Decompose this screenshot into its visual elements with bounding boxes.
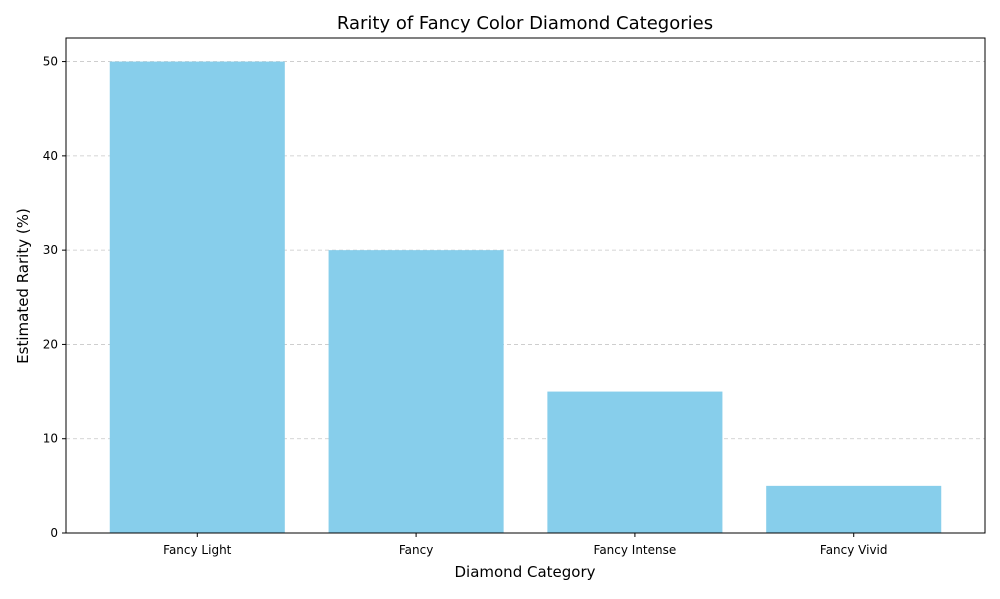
plot-frame: [65, 37, 986, 534]
x-tick-label: Fancy: [399, 543, 433, 557]
bars: [109, 61, 942, 533]
y-axis-ticks: 0 10 20 30 40 50: [43, 55, 66, 540]
y-tick-label: 10: [43, 432, 58, 446]
bar-fancy-intense: [547, 391, 723, 533]
y-tick-label: 0: [50, 526, 58, 540]
chart-title: Rarity of Fancy Color Diamond Categories: [337, 13, 713, 34]
bar-fancy: [328, 250, 504, 533]
bar-fancy-light: [109, 61, 285, 533]
y-tick-label: 20: [43, 337, 58, 351]
x-tick-label: Fancy Intense: [594, 543, 677, 557]
x-axis-ticks: Fancy Light Fancy Fancy Intense Fancy Vivid: [163, 533, 888, 557]
y-tick-label: 50: [43, 55, 58, 69]
x-tick-label: Fancy Vivid: [820, 543, 888, 557]
x-axis-title: Diamond Category: [454, 563, 595, 581]
y-axis-title: Estimated Rarity (%): [14, 208, 32, 364]
bar-fancy-vivid: [766, 485, 942, 533]
grid-lines: [66, 61, 985, 440]
x-tick-label: Fancy Light: [163, 543, 232, 557]
y-tick-label: 40: [43, 149, 58, 163]
y-tick-label: 30: [43, 243, 58, 257]
